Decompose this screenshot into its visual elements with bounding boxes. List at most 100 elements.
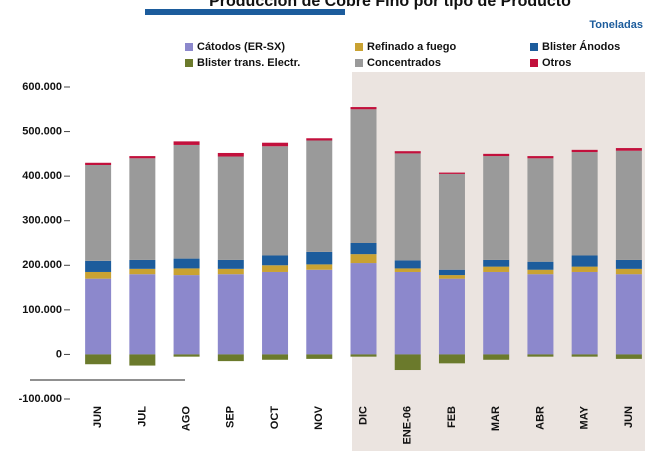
bar-segment [217, 152, 244, 157]
bar-segment [483, 354, 510, 360]
bar-segment [615, 354, 642, 359]
bar-segment [129, 158, 156, 260]
bar-segment [483, 271, 510, 355]
bar-segment [129, 274, 156, 355]
bar-segment [173, 275, 200, 355]
bar-segment [217, 259, 244, 269]
bar-segment [350, 107, 377, 110]
x-tick-label: AGO [180, 406, 192, 432]
bar-segment [571, 149, 598, 153]
bar-segment [571, 152, 598, 256]
bar-segment [262, 146, 289, 256]
bar-segment [262, 265, 289, 272]
bar-segment [129, 354, 156, 366]
bar-segment [85, 162, 112, 165]
legend-label: Refinado a fuego [367, 41, 457, 53]
legend-swatch [530, 59, 538, 67]
bar-segment [438, 354, 465, 364]
bar-segment [394, 271, 421, 355]
legend-swatch [530, 43, 538, 51]
bar-segment [615, 148, 642, 151]
legend-swatch [185, 59, 193, 67]
bar-segment [262, 354, 289, 360]
x-tick-label: ENE-06 [402, 406, 414, 445]
x-tick-label: MAY [579, 405, 591, 429]
bar-segment [129, 259, 156, 269]
bar-segment [483, 153, 510, 157]
bar-segment [85, 271, 112, 279]
x-tick-label: JUN [623, 406, 635, 428]
bar-segment [438, 278, 465, 355]
x-tick-label: JUL [136, 406, 148, 427]
bar-segment [306, 251, 333, 265]
bar-segment [350, 354, 377, 357]
bar-segment [394, 153, 421, 261]
bar-segment [394, 268, 421, 272]
title-underline [145, 9, 345, 15]
bar-segment [615, 150, 642, 260]
bar-segment [527, 158, 554, 262]
y-tick-label: 200.000 [22, 259, 62, 271]
bar-segment [306, 269, 333, 355]
legend-swatch [355, 59, 363, 67]
bar-segment [571, 266, 598, 272]
bar-segment [527, 354, 554, 357]
bar-segment [173, 258, 200, 269]
bar-segment [173, 141, 200, 145]
bar-segment [483, 259, 510, 267]
x-tick-label: SEP [225, 406, 237, 428]
y-tick-label: 600.000 [22, 81, 62, 93]
bar-segment [217, 274, 244, 355]
bar-segment [394, 151, 421, 154]
bar-segment [306, 264, 333, 270]
bar-segment [438, 172, 465, 174]
x-tick-label: DIC [357, 406, 369, 425]
bar-segment [306, 140, 333, 252]
y-tick-label: 400.000 [22, 170, 62, 182]
bar-segment [438, 269, 465, 276]
bar-segment [571, 255, 598, 267]
bar-segment [217, 354, 244, 362]
chart-title: Producción de Cobre Fino por tipo de Pro… [209, 0, 571, 10]
bar-segment [571, 271, 598, 355]
legend-label: Otros [542, 57, 571, 69]
legend-swatch [185, 43, 193, 51]
bar-segment [262, 142, 289, 147]
bar-segment [350, 243, 377, 255]
y-tick-label: 0 [56, 348, 62, 360]
bar-segment [615, 268, 642, 275]
x-tick-label: MAR [490, 406, 502, 431]
bar-segment [571, 354, 598, 357]
bar-segment [129, 156, 156, 159]
bar-segment [173, 268, 200, 276]
legend-label: Blister Ánodos [542, 40, 620, 53]
y-tick-label: 100.000 [22, 304, 62, 316]
legend-label: Blister trans. Electr. [197, 57, 300, 69]
bar-segment [527, 156, 554, 159]
bar-segment [394, 354, 421, 371]
y-tick-label: 500.000 [22, 125, 62, 137]
bar-segment [350, 254, 377, 264]
bar-segment [394, 260, 421, 269]
bar-segment [129, 268, 156, 275]
legend-label: Concentrados [367, 57, 441, 69]
bar-segment [217, 268, 244, 275]
x-tick-label: ABR [534, 406, 546, 430]
y-tick-label: -100.000 [19, 393, 62, 405]
bar-segment [262, 255, 289, 266]
bar-segment [438, 173, 465, 270]
bar-segment [527, 261, 554, 270]
bar-segment [85, 165, 112, 261]
bar-segment [85, 260, 112, 272]
legend-swatch [355, 43, 363, 51]
bar-segment [527, 269, 554, 275]
legend-label: Cátodos (ER-SX) [197, 41, 285, 53]
bar-segment [483, 266, 510, 272]
x-tick-label: OCT [269, 406, 281, 430]
x-tick-label: FEB [446, 406, 458, 428]
bar-segment [173, 144, 200, 259]
x-tick-label: NOV [313, 405, 325, 430]
bar-segment [85, 354, 112, 365]
y-tick-label: 300.000 [22, 215, 62, 227]
